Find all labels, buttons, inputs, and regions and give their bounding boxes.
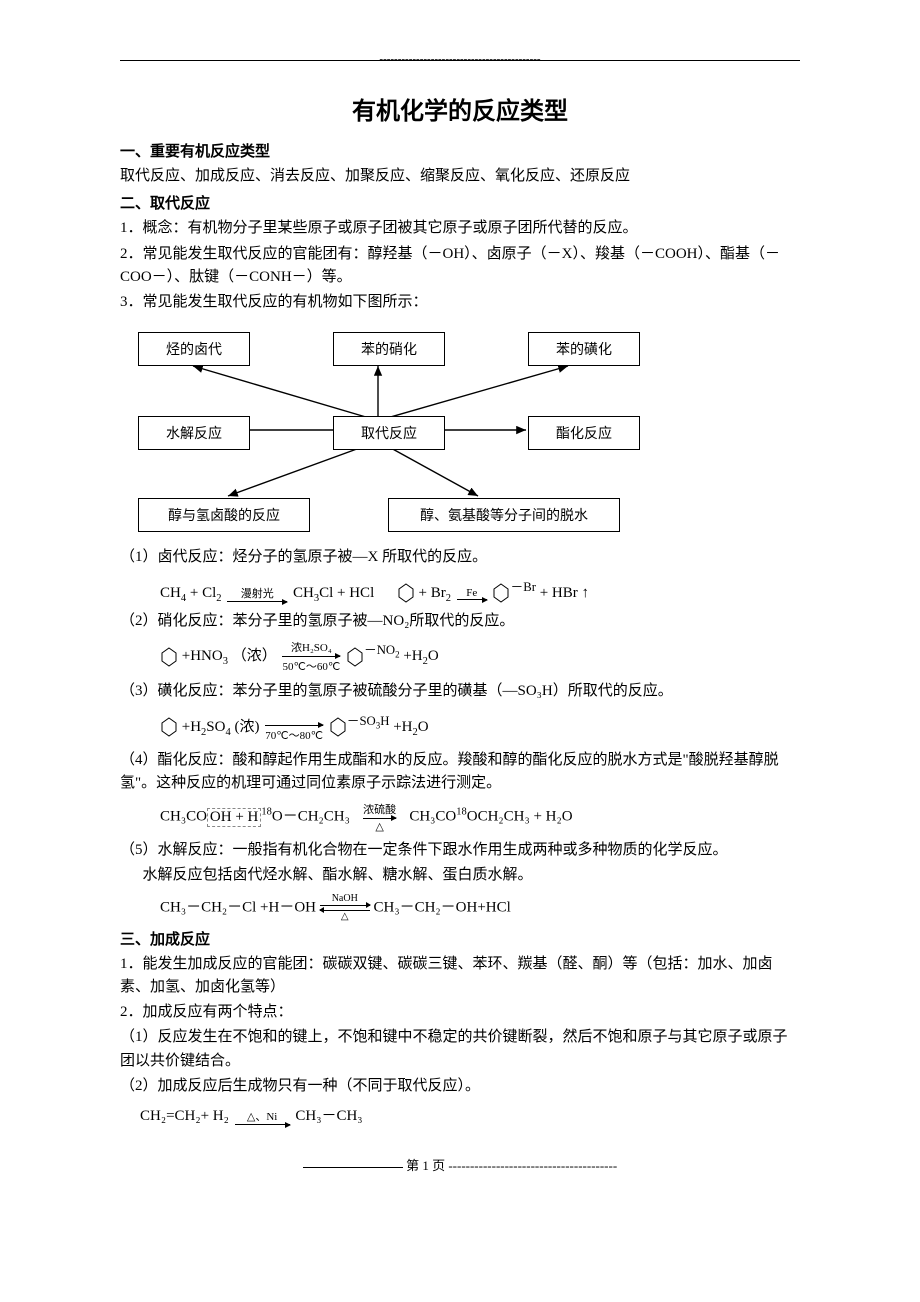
benzene-icon	[397, 582, 415, 604]
diagram-center: 取代反应	[333, 416, 445, 450]
sec3-p1: 1．能发生加成反应的官能团：碳碳双键、碳碳三键、苯环、羰基（醛、酮）等（包括：加…	[120, 953, 800, 1000]
item-5a: （5）水解反应：一般指有机化合物在一定条件下跟水作用生成两种或多种物质的化学反应…	[120, 839, 800, 862]
diagram-node: 水解反应	[138, 416, 250, 450]
substitution-diagram: 取代反应 烃的卤代 苯的硝化 苯的磺化水解反应 酯化反应醇与氢卤酸的反应 醇、氨基酸等分子…	[128, 326, 668, 536]
diagram-node: 苯的磺化	[528, 332, 640, 366]
arrow-fraction-icon: 浓H₂SO₄ 50℃～60℃	[282, 639, 340, 674]
equilibrium-arrow-icon: NaOH △	[320, 894, 370, 922]
item-5b: 水解反应包括卤代烃水解、酯水解、糖水解、蛋白质水解。	[120, 864, 800, 887]
benzene-icon	[329, 716, 347, 738]
benzene-icon	[346, 646, 364, 668]
arrow-icon: △、Ni	[235, 1108, 290, 1125]
diagram-node: 烃的卤代	[138, 332, 250, 366]
arrow-icon: Fe	[457, 587, 487, 600]
equation-5: CH₃－CH₂－Cl +H－OH NaOH △ CH₃－CH₂－OH+HCl	[160, 894, 800, 922]
item-2: （2）硝化反应：苯分子里的氢原子被—NO₂所取代的反应。	[120, 610, 800, 633]
equation-3: +H2SO4 (浓) 70℃～80℃ －SO3H +H2O	[160, 710, 800, 743]
sec2-p1: 1．概念：有机物分子里某些原子或原子团被其它原子或原子团所代替的反应。	[120, 217, 800, 240]
eq1-ch4: CH	[160, 585, 181, 601]
sec2-p3: 3．常见能发生取代反应的有机物如下图所示：	[120, 291, 800, 314]
diagram-node: 醇、氨基酸等分子间的脱水	[388, 498, 620, 532]
top-rule: ----------------------------------------…	[120, 60, 800, 61]
section-2-head: 二、取代反应	[120, 192, 800, 213]
equation-2: +HNO3 （浓） 浓H₂SO₄ 50℃～60℃ －NO2 +H2O	[160, 639, 800, 674]
section-1-head: 一、重要有机反应类型	[120, 140, 800, 161]
diagram-node: 醇与氢卤酸的反应	[138, 498, 310, 532]
footer-dashes: ---------------------------------------	[448, 1158, 617, 1173]
item-3: （3）磺化反应：苯分子里的氢原子被硫酸分子里的磺基（—SO₃H）所取代的反应。	[120, 680, 800, 703]
diagram-node: 酯化反应	[528, 416, 640, 450]
dashed-box: OH + H	[207, 808, 261, 827]
section-3-head: 三、加成反应	[120, 928, 800, 949]
item-1: （1）卤代反应：烃分子的氢原子被—X 所取代的反应。	[120, 546, 800, 569]
item-4: （4）酯化反应：酸和醇起作用生成酯和水的反应。羧酸和醇的酯化反应的脱水方式是"酸…	[120, 749, 800, 796]
page-title: 有机化学的反应类型	[120, 91, 800, 126]
benzene-icon	[492, 582, 510, 604]
equation-6: CH₂=CH₂+ H₂ △、Ni CH₃－CH₃	[140, 1104, 800, 1125]
equation-1: CH4 + Cl2 漫射光 CH3Cl + HCl + Br2 Fe －Br +…	[160, 576, 800, 605]
sec3-p2b: （2）加成反应后生成物只有一种（不同于取代反应）。	[120, 1075, 800, 1098]
sec3-p2a: （1）反应发生在不饱和的键上，不饱和键中不稳定的共价键断裂，然后不饱和原子与其它…	[120, 1026, 800, 1073]
section-1-line: 取代反应、加成反应、消去反应、加聚反应、缩聚反应、氧化反应、还原反应	[120, 165, 800, 188]
benzene-icon	[160, 716, 178, 738]
page-footer: 第 1 页 ----------------------------------…	[120, 1155, 800, 1174]
sec2-p2: 2．常见能发生取代反应的官能团有：醇羟基（－OH）、卤原子（－X）、羧基（－CO…	[120, 243, 800, 290]
arrow-fraction-icon: 浓硫酸 △	[363, 801, 396, 833]
arrow-icon: 漫射光	[227, 585, 287, 602]
top-dashes: ----------------------------------------…	[379, 53, 540, 65]
benzene-icon	[160, 646, 178, 668]
page-number: 第 1 页	[406, 1158, 445, 1173]
sec3-p2: 2．加成反应有两个特点：	[120, 1001, 800, 1024]
diagram-node: 苯的硝化	[333, 332, 445, 366]
equation-4: CH₃COOH + H18O－CH₂CH₃ 浓硫酸 △ CH₃CO18OCH₂C…	[160, 801, 800, 833]
arrow-fraction-icon: 70℃～80℃	[265, 712, 323, 743]
